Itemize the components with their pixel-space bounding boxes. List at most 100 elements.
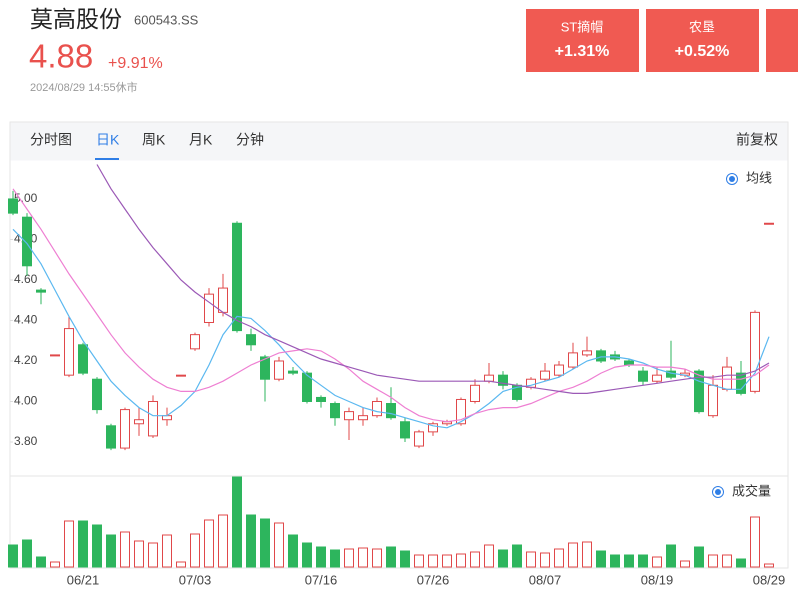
- volume-bar: [428, 554, 438, 568]
- tabs: 分时图 日K 周K 月K 分钟: [30, 132, 264, 160]
- candle-body: [554, 364, 564, 376]
- volume-bar: [470, 551, 480, 568]
- volume-bar: [498, 549, 508, 568]
- candle-body: [246, 334, 256, 346]
- candle-body: [204, 293, 214, 324]
- plot: 3.804.004.204.404.604.805.0006/2107/0307…: [8, 164, 786, 587]
- volume-bar: [722, 554, 732, 568]
- legend-label: 均线: [746, 170, 772, 185]
- volume-bar: [694, 546, 704, 568]
- sector-name: 农垦: [689, 19, 715, 34]
- candle-body: [484, 374, 494, 382]
- volume-bar: [400, 550, 410, 568]
- candle-body: [22, 216, 32, 267]
- tab[interactable]: 分时图: [30, 132, 72, 148]
- sector-card[interactable]: [526, 9, 639, 72]
- candle-body: [232, 222, 242, 332]
- candle-body: [190, 334, 200, 350]
- volume-bar: [652, 556, 662, 568]
- candle-body: [176, 374, 186, 377]
- candle-body: [694, 370, 704, 413]
- tab[interactable]: 月K: [189, 132, 213, 148]
- sector-name: ST摘帽: [561, 19, 604, 34]
- tab[interactable]: 日K: [96, 132, 120, 148]
- candle-body: [596, 350, 606, 362]
- volume-bar: [288, 534, 298, 568]
- candle-body: [50, 354, 60, 357]
- volume-bar: [246, 514, 256, 568]
- x-tick-label: 08/19: [641, 572, 674, 587]
- candle-body: [218, 287, 228, 313]
- candle-body: [750, 311, 760, 392]
- candle-body: [106, 425, 116, 449]
- legend-label: 成交量: [732, 483, 771, 498]
- y-tick-label: 4.00: [14, 394, 38, 408]
- quote-time: 2024/08/29 14:55休市: [30, 80, 138, 94]
- volume-bar: [36, 556, 46, 568]
- x-tick-label: 07/03: [179, 572, 212, 587]
- candle-body: [330, 403, 340, 419]
- candle-body: [274, 360, 284, 380]
- volume-bar: [316, 546, 326, 568]
- candle-body: [540, 370, 550, 380]
- candle-body: [764, 222, 774, 225]
- volume-bar: [568, 542, 578, 568]
- candle-body: [148, 400, 158, 437]
- volume-bar: [554, 548, 564, 568]
- y-tick-label: 4.20: [14, 353, 38, 367]
- tab[interactable]: 分钟: [236, 132, 264, 148]
- volume-bar: [610, 554, 620, 568]
- volume-bar: [638, 554, 648, 568]
- candle-body: [428, 423, 438, 433]
- candle-body: [582, 350, 592, 356]
- sector-change: +0.52%: [675, 43, 730, 60]
- moving-average-line: [96, 164, 770, 394]
- adjust-option[interactable]: 前复权: [736, 132, 778, 148]
- tab[interactable]: 周K: [142, 132, 166, 148]
- tab-underline: [95, 158, 119, 160]
- volume-bar: [120, 531, 130, 568]
- candle-body: [36, 289, 46, 293]
- legend-radio-dot: [715, 489, 721, 495]
- volume-bar: [596, 550, 606, 568]
- volume-bar: [512, 544, 522, 568]
- volume-bar: [218, 514, 228, 568]
- candle-body: [568, 352, 578, 368]
- volume-bar: [92, 524, 102, 568]
- y-tick-label: 5.00: [14, 191, 38, 205]
- stock-change: +9.91%: [108, 55, 163, 72]
- sector-card-partial[interactable]: [766, 9, 798, 72]
- candle-body: [78, 344, 88, 374]
- sector-card[interactable]: [646, 9, 759, 72]
- volume-bar: [274, 522, 284, 568]
- volume-bar: [260, 518, 270, 568]
- x-tick-label: 08/29: [753, 572, 786, 587]
- chart-frame: [9, 121, 789, 569]
- volume-bar: [64, 520, 74, 568]
- volume-bar: [736, 558, 746, 568]
- candle-body: [288, 370, 298, 374]
- tab-bar: [10, 122, 788, 161]
- candle-body: [120, 409, 130, 449]
- x-tick-label: 08/07: [529, 572, 562, 587]
- volume-bar: [582, 541, 592, 568]
- volume-bar: [456, 553, 466, 568]
- y-tick-label: 4.60: [14, 272, 38, 286]
- candle-body: [344, 411, 354, 421]
- volume-bar: [22, 539, 32, 568]
- legend-radio-dot: [729, 176, 735, 182]
- candle-body: [372, 400, 382, 417]
- candle-body: [736, 372, 746, 394]
- moving-average-line: [12, 228, 770, 429]
- candle-body: [134, 419, 144, 425]
- candle-body: [652, 374, 662, 382]
- volume-bar: [372, 548, 382, 568]
- x-tick-label: 07/26: [417, 572, 450, 587]
- volume-bar: [666, 544, 676, 568]
- volume-bar: [358, 547, 368, 568]
- x-tick-label: 06/21: [67, 572, 100, 587]
- stock-price: 4.88: [29, 38, 93, 75]
- candle-body: [358, 415, 368, 421]
- candle-body: [708, 384, 718, 417]
